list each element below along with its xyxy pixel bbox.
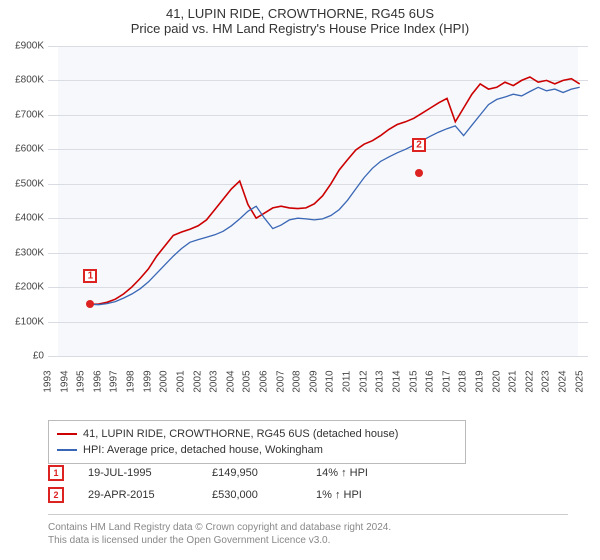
transaction-marker-label: 2 [416,140,422,151]
x-axis-label: 2002 [192,370,203,392]
tx-marker-icon: 2 [48,487,64,503]
x-axis-label: 2012 [358,370,369,392]
series-property [90,77,579,304]
y-axis-label: £100K [15,316,44,327]
x-axis-label: 1998 [126,370,137,392]
x-axis-label: 2024 [558,370,569,392]
x-axis-label: 2005 [242,370,253,392]
table-row: 1 19-JUL-1995 £149,950 14% ↑ HPI [48,462,368,484]
tx-price: £149,950 [212,467,292,479]
y-axis-label: £200K [15,282,44,293]
x-axis-label: 2020 [491,370,502,392]
x-axis-label: 2023 [541,370,552,392]
x-axis-label: 2010 [325,370,336,392]
x-axis-label: 2008 [292,370,303,392]
tx-price: £530,000 [212,489,292,501]
tx-marker-icon: 1 [48,465,64,481]
x-axis-label: 1999 [142,370,153,392]
x-axis-label: 2019 [475,370,486,392]
legend-swatch [57,449,77,451]
legend: 41, LUPIN RIDE, CROWTHORNE, RG45 6US (de… [48,420,466,464]
x-axis-label: 2018 [458,370,469,392]
transaction-dot [86,300,94,308]
legend-label: HPI: Average price, detached house, Woki… [83,442,323,458]
y-axis-label: £400K [15,213,44,224]
tx-date: 29-APR-2015 [88,489,188,501]
tx-date: 19-JUL-1995 [88,467,188,479]
x-axis-label: 2011 [342,371,353,393]
tx-delta: 1% ↑ HPI [316,489,362,501]
footer-line: This data is licensed under the Open Gov… [48,534,568,547]
x-axis-label: 2001 [175,370,186,392]
table-row: 2 29-APR-2015 £530,000 1% ↑ HPI [48,484,368,506]
x-axis-label: 2003 [209,370,220,392]
x-axis-label: 2013 [375,370,386,392]
gridline [48,356,588,357]
x-axis-label: 2000 [159,370,170,392]
legend-item: 41, LUPIN RIDE, CROWTHORNE, RG45 6US (de… [57,426,457,442]
x-axis-label: 2004 [225,370,236,392]
x-axis-label: 1993 [43,370,54,392]
y-axis-label: £300K [15,247,44,258]
series-hpi [90,87,579,304]
y-axis-label: £800K [15,75,44,86]
tx-delta: 14% ↑ HPI [316,467,368,479]
transaction-marker-label: 1 [88,271,94,282]
x-axis-label: 2021 [508,370,519,392]
transaction-dot [415,169,423,177]
footer: Contains HM Land Registry data © Crown c… [48,514,568,547]
x-axis-label: 2025 [574,370,585,392]
legend-item: HPI: Average price, detached house, Woki… [57,442,457,458]
y-axis-label: £900K [15,41,44,52]
chart-lines [48,46,588,356]
price-chart: £0£100K£200K£300K£400K£500K£600K£700K£80… [48,46,588,368]
page-subtitle: Price paid vs. HM Land Registry's House … [0,21,600,40]
x-axis-label: 1996 [92,370,103,392]
x-axis-label: 2015 [408,370,419,392]
y-axis-label: £600K [15,144,44,155]
y-axis-label: £700K [15,109,44,120]
transaction-table: 1 19-JUL-1995 £149,950 14% ↑ HPI 2 29-AP… [48,462,368,506]
x-axis-label: 2016 [425,370,436,392]
x-axis-label: 2014 [391,370,402,392]
x-axis-label: 1994 [59,370,70,392]
footer-line: Contains HM Land Registry data © Crown c… [48,521,568,534]
x-axis-label: 2017 [441,370,452,392]
legend-swatch [57,433,77,435]
x-axis-label: 2022 [524,370,535,392]
y-axis-label: £500K [15,178,44,189]
x-axis-label: 2007 [275,370,286,392]
x-axis-label: 1995 [76,370,87,392]
x-axis-label: 2006 [259,370,270,392]
x-axis-label: 2009 [308,370,319,392]
legend-label: 41, LUPIN RIDE, CROWTHORNE, RG45 6US (de… [83,426,398,442]
page-title: 41, LUPIN RIDE, CROWTHORNE, RG45 6US [0,0,600,21]
x-axis-label: 1997 [109,370,120,392]
y-axis-label: £0 [33,351,44,362]
